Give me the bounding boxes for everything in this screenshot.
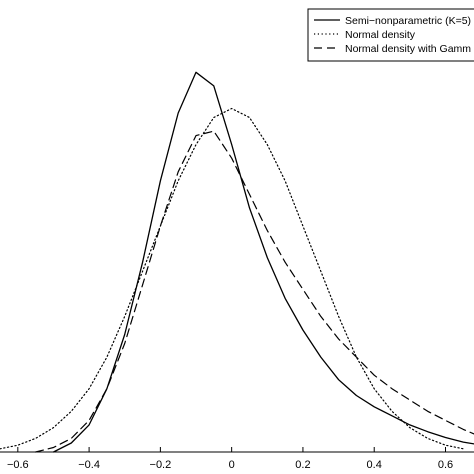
x-tick-label: −0.6 xyxy=(7,459,29,471)
legend-entry-1: Semi−nonparametric (K=5) xyxy=(345,15,471,27)
legend-entry-2: Normal density xyxy=(345,29,416,41)
series-line-3 xyxy=(35,130,474,453)
legend-entry-3: Normal density with Gamm xyxy=(345,43,471,55)
x-tick-label: −0.4 xyxy=(78,459,100,471)
x-tick-label: 0.2 xyxy=(295,459,310,471)
legend: Semi−nonparametric (K=5) Normal density No… xyxy=(307,8,474,62)
series-line-2 xyxy=(0,107,464,450)
x-axis-ticks: −0.6 −0.4 −0.2 0 0.2 0.4 0.6 xyxy=(7,447,453,471)
series-line-1 xyxy=(52,71,474,453)
x-tick-label: 0.6 xyxy=(438,459,453,471)
x-tick-label: 0 xyxy=(229,459,235,471)
x-tick-label: 0.4 xyxy=(367,459,382,471)
x-tick-label: −0.2 xyxy=(150,459,172,471)
plot-curves xyxy=(0,71,474,453)
legend-box xyxy=(307,8,474,62)
